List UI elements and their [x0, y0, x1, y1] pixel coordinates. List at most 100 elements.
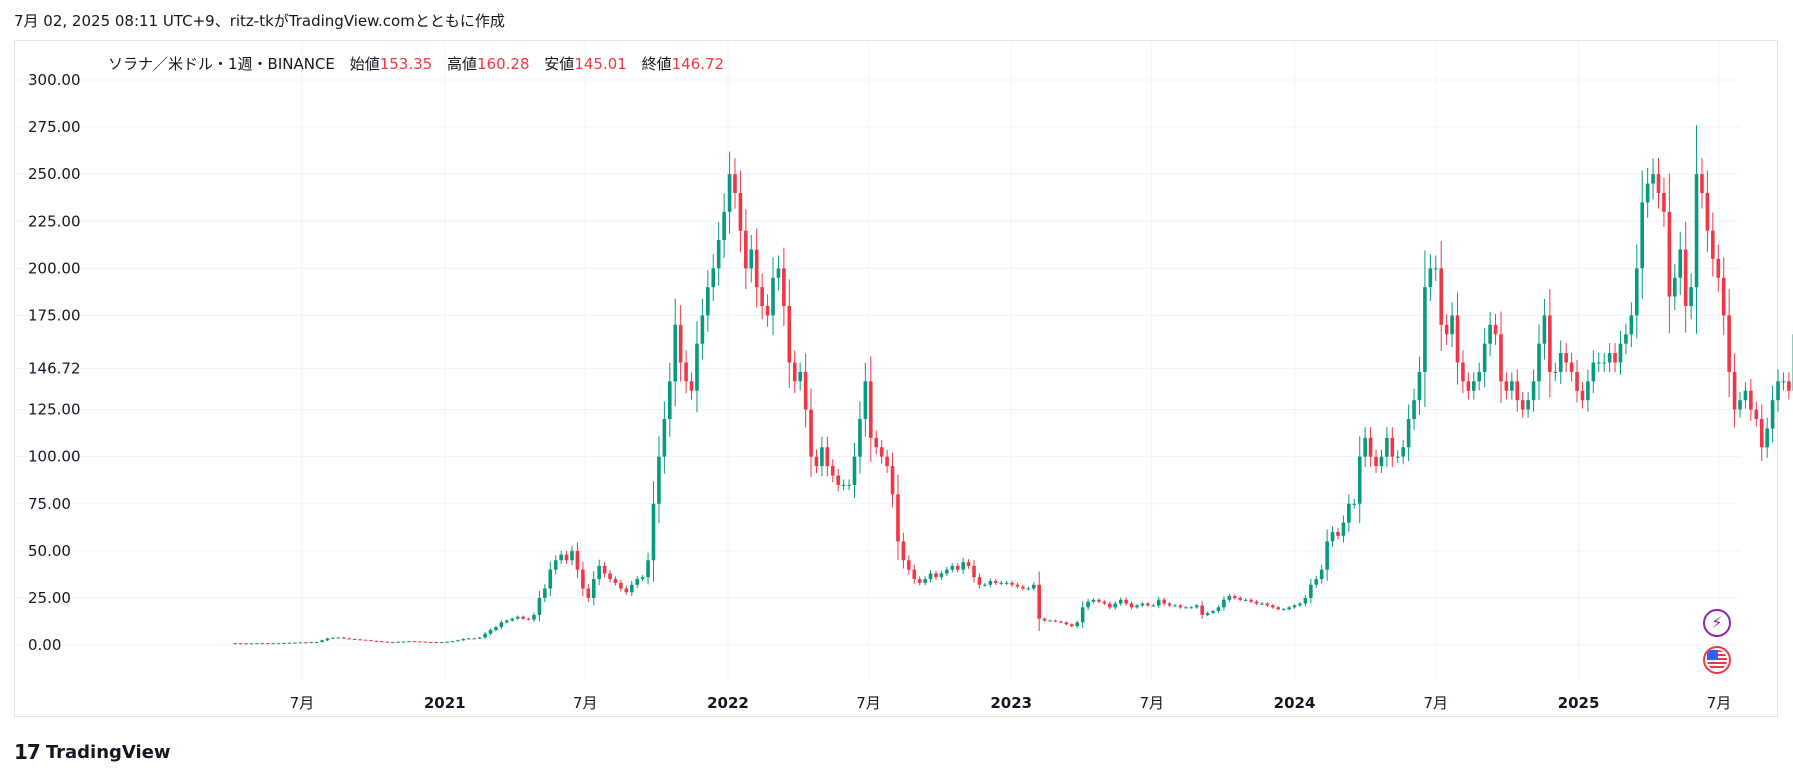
x-tick-label: 7月 — [856, 694, 881, 712]
candle-body — [1309, 584, 1313, 598]
candle-body — [1021, 586, 1025, 589]
candle-body — [662, 419, 667, 457]
y-tick-label: 225.00 — [28, 212, 81, 230]
us-flag-icon[interactable] — [1703, 646, 1731, 674]
candle-body — [1216, 607, 1221, 612]
candle-body — [1287, 607, 1291, 610]
candle-body — [450, 641, 455, 643]
candle-body — [689, 381, 694, 391]
x-tick-label: 7月 — [290, 694, 315, 712]
candle-body — [521, 616, 525, 619]
candle-body — [950, 565, 955, 570]
candle-body — [244, 643, 248, 645]
candle-body — [1705, 193, 1710, 231]
candle-body — [841, 484, 846, 486]
candle-body — [776, 268, 781, 278]
candle-body — [461, 638, 466, 641]
candle-body — [836, 475, 841, 485]
candle-body — [1048, 620, 1052, 622]
candle-body — [1162, 599, 1166, 604]
candle-body — [483, 633, 487, 638]
candle-body — [830, 466, 835, 476]
candle-body — [928, 573, 933, 580]
candle-body — [1374, 456, 1378, 467]
candle-body — [342, 637, 346, 639]
candle-body — [1222, 599, 1226, 608]
candle-body — [1787, 381, 1791, 391]
candle-body — [1667, 211, 1672, 297]
candle-body — [1743, 390, 1748, 401]
candle-body — [896, 494, 900, 542]
candle-body — [640, 577, 645, 580]
open-label: 始値 — [349, 55, 380, 73]
candle-body — [385, 641, 390, 643]
tradingview-brand[interactable]: 17 TradingView — [14, 740, 171, 764]
candle-body — [1271, 605, 1275, 608]
y-tick-label: 25.00 — [28, 589, 71, 607]
candle-body — [1319, 569, 1324, 580]
candle-body — [1069, 624, 1074, 627]
candle-body — [722, 211, 726, 241]
candle-body — [602, 565, 607, 574]
candle-body — [1102, 601, 1107, 604]
candle-body — [1510, 381, 1514, 391]
candle-body — [1645, 183, 1650, 203]
candle-body — [488, 629, 493, 634]
candle-body — [1254, 601, 1259, 604]
candle-body — [445, 641, 449, 643]
candle-body — [1347, 503, 1351, 523]
candle-body — [1031, 584, 1036, 589]
candle-body — [825, 447, 830, 467]
lightning-icon[interactable]: ⚡ — [1703, 609, 1731, 637]
candle-body — [1080, 607, 1085, 623]
candle-body — [1727, 315, 1731, 372]
candle-body — [380, 641, 384, 643]
candle-body — [1406, 419, 1411, 448]
candle-body — [1059, 621, 1063, 623]
candle-body — [396, 641, 400, 643]
candle-body — [271, 643, 276, 645]
candle-body — [1461, 362, 1465, 382]
candle-body — [1732, 371, 1737, 410]
candle-body — [537, 597, 542, 615]
candle-body — [282, 642, 286, 644]
candle-body — [619, 582, 623, 589]
candle-body — [1417, 371, 1422, 401]
low-label: 安値 — [544, 55, 575, 73]
candle-body — [749, 249, 754, 269]
candle-body — [494, 627, 498, 630]
candle-body — [1575, 371, 1579, 391]
candle-body — [771, 277, 775, 316]
candle-body — [782, 268, 786, 306]
candle-body — [1363, 437, 1367, 457]
candle-body — [336, 637, 341, 639]
candle-body — [1558, 353, 1563, 372]
candle-body — [1564, 353, 1568, 363]
candle-body — [1488, 324, 1492, 344]
candle-body — [586, 588, 591, 598]
candle-body — [1249, 599, 1253, 602]
candle-body — [1200, 605, 1204, 615]
candle-body — [1428, 268, 1433, 288]
x-tick-label: 7月 — [573, 694, 598, 712]
candle-body — [1444, 324, 1449, 335]
candle-body — [999, 582, 1003, 584]
candle-body — [657, 456, 661, 504]
candle-body — [1721, 277, 1726, 316]
candle-body — [526, 618, 531, 620]
candle-body — [1238, 597, 1243, 600]
candle-body — [249, 643, 254, 645]
candle-body — [945, 569, 949, 574]
candle-body — [293, 642, 297, 644]
candle-body — [276, 643, 281, 645]
candle-body — [613, 579, 618, 583]
candle-body — [1423, 287, 1427, 372]
candle-body — [803, 371, 808, 410]
candle-body — [754, 249, 759, 288]
candle-body — [706, 287, 710, 316]
candle-body — [907, 560, 911, 570]
candle-body — [434, 642, 438, 644]
candle-body — [885, 456, 889, 467]
candle-body — [1618, 343, 1623, 363]
